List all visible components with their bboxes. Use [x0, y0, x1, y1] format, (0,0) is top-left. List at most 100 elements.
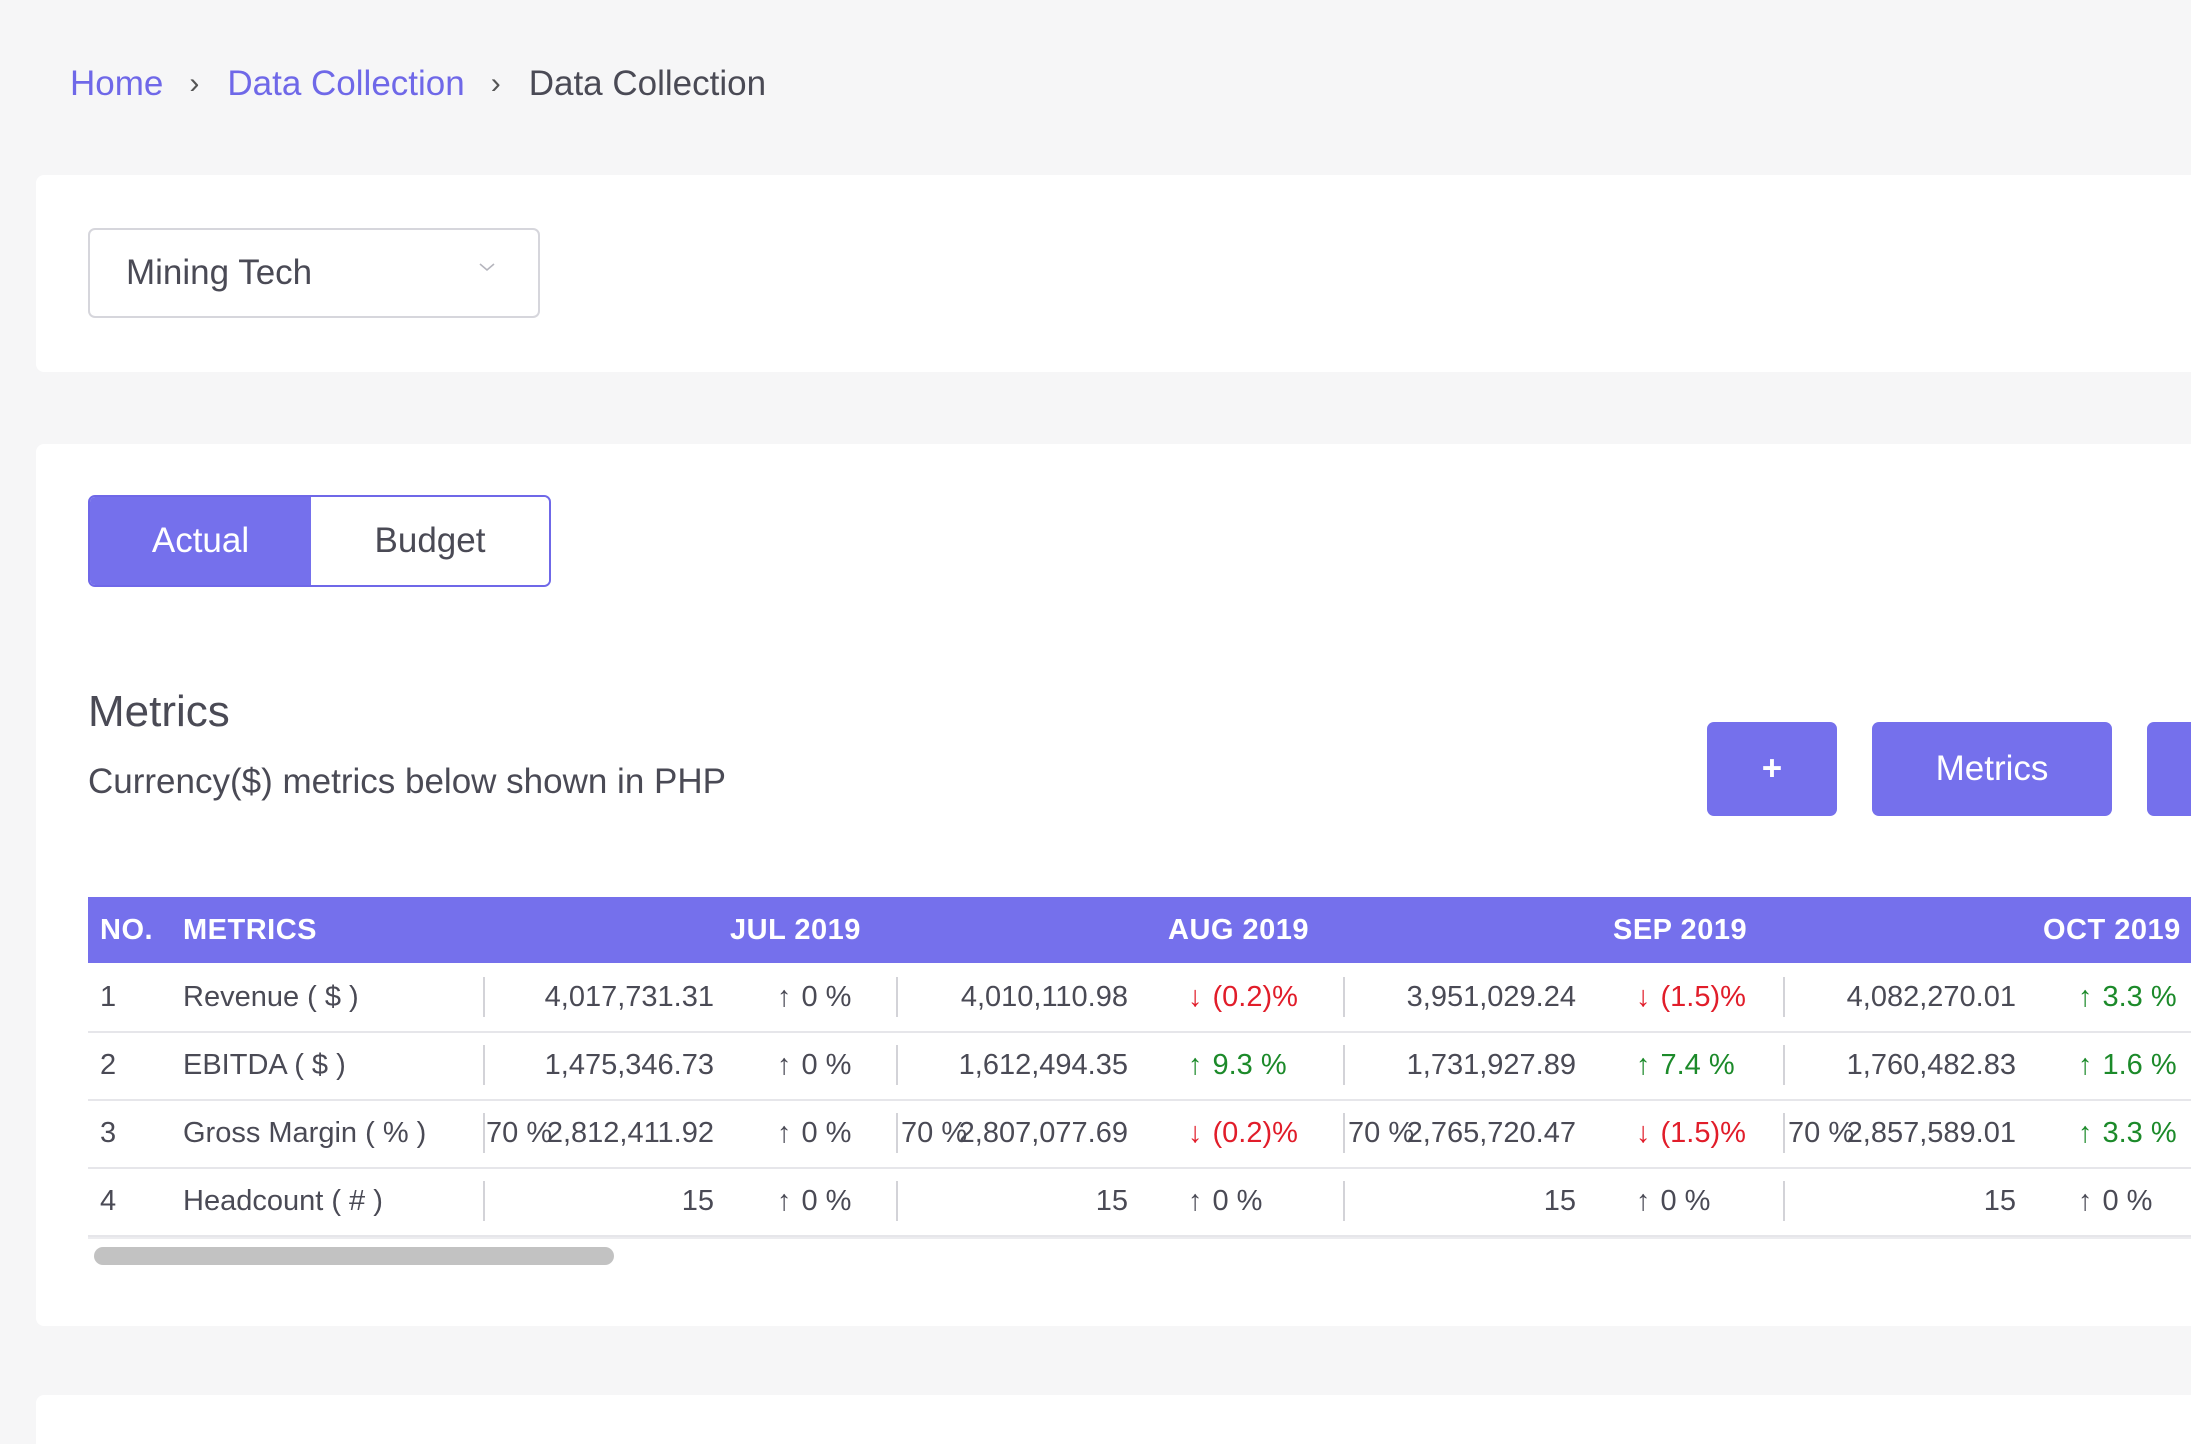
- toggle-budget[interactable]: Budget: [311, 497, 549, 585]
- arrow-down-icon: ↓: [1636, 981, 1651, 1013]
- breadcrumb-data-collection-link[interactable]: Data Collection: [227, 64, 465, 103]
- scrollbar-thumb[interactable]: [94, 1247, 614, 1265]
- cell-change: ↑ 0 %: [2078, 1167, 2152, 1235]
- cell-change-text: 0 %: [801, 981, 852, 1013]
- column-divider: [896, 1113, 898, 1153]
- cell-change: ↑ 0 %: [1636, 1167, 1710, 1235]
- cell-change: ↑ 0 %: [777, 1031, 851, 1099]
- company-select-value: Mining Tech: [126, 253, 313, 292]
- chevron-down-icon: [479, 263, 495, 272]
- row-number: 1: [100, 981, 117, 1013]
- column-divider: [1343, 1045, 1345, 1085]
- cell-change-text: 7.4 %: [1660, 1049, 1735, 1081]
- company-select[interactable]: Mining Tech: [88, 228, 540, 318]
- row-metric-name: EBITDA ( $ ): [183, 1049, 346, 1081]
- horizontal-scrollbar[interactable]: [88, 1237, 2191, 1273]
- actual-budget-toggle: Actual Budget: [88, 495, 551, 587]
- cell-change: ↓ (1.5)%: [1636, 1099, 1746, 1167]
- cell-change-text: 0 %: [801, 1117, 852, 1149]
- cell-change-text: 0 %: [1212, 1185, 1263, 1217]
- column-divider: [1343, 1181, 1345, 1221]
- chevron-right-icon: ›: [490, 67, 501, 100]
- cell-value[interactable]: 3,951,029.24: [1406, 981, 1576, 1013]
- cell-change: ↑ 7.4 %: [1636, 1031, 1735, 1099]
- cell-value[interactable]: 4,010,110.98: [960, 981, 1128, 1013]
- arrow-up-icon: ↑: [777, 1117, 792, 1149]
- table-row: 3 Gross Margin ( % ) 70 % 2,812,411.92 ↑ 0 % 7…: [88, 1099, 2191, 1169]
- cell-value[interactable]: 1,612,494.35: [958, 1049, 1128, 1081]
- cell-change-text: 0 %: [1660, 1185, 1711, 1217]
- header-month: AUG 2019: [1168, 914, 1310, 946]
- bottom-card: [36, 1395, 2191, 1444]
- cell-change-text: (0.2)%: [1212, 981, 1298, 1013]
- row-metric-name: Headcount ( # ): [183, 1185, 383, 1217]
- arrow-up-icon: ↑: [777, 981, 792, 1013]
- metrics-button[interactable]: Metrics: [1872, 722, 2112, 816]
- arrow-up-icon: ↑: [1636, 1185, 1651, 1217]
- column-divider: [1783, 1181, 1785, 1221]
- table-row: 2 EBITDA ( $ ) 1,475,346.73 ↑ 0 % 1,612,494.3…: [88, 1031, 2191, 1101]
- cell-value[interactable]: 15: [681, 1185, 714, 1217]
- cell-percent: 70 %: [1348, 1117, 1415, 1149]
- cell-value[interactable]: 15: [1543, 1185, 1576, 1217]
- cell-change: ↑ 1.6 %: [2078, 1031, 2177, 1099]
- cell-change-text: (1.5)%: [1660, 1117, 1746, 1149]
- header-metrics: METRICS: [183, 914, 317, 946]
- cell-change-text: 3.3 %: [2102, 1117, 2177, 1149]
- cell-value[interactable]: 2,765,720.47: [1406, 1117, 1576, 1149]
- cell-change: ↑ 0 %: [777, 1167, 851, 1235]
- cell-value[interactable]: 2,812,411.92: [546, 1117, 714, 1149]
- cell-value[interactable]: 4,082,270.01: [1846, 981, 2016, 1013]
- cell-change: ↑ 0 %: [777, 1099, 851, 1167]
- column-divider: [483, 1045, 485, 1085]
- arrow-up-icon: ↑: [777, 1049, 792, 1081]
- cell-change-text: 0 %: [801, 1185, 852, 1217]
- arrow-up-icon: ↑: [2078, 981, 2093, 1013]
- column-divider: [1783, 977, 1785, 1017]
- column-divider: [483, 1113, 485, 1153]
- row-metric-name: Gross Margin ( % ): [183, 1117, 427, 1149]
- cell-value[interactable]: 1,475,346.73: [544, 1049, 714, 1081]
- cell-change: ↓ (1.5)%: [1636, 963, 1746, 1031]
- cell-value[interactable]: 1,731,927.89: [1406, 1049, 1576, 1081]
- cell-value[interactable]: 15: [1983, 1185, 2016, 1217]
- arrow-up-icon: ↑: [777, 1185, 792, 1217]
- cell-change: ↑ 3.3 %: [2078, 963, 2177, 1031]
- cell-value[interactable]: 2,857,589.01: [1846, 1117, 2016, 1149]
- arrow-up-icon: ↑: [1636, 1049, 1651, 1081]
- breadcrumb-home-link[interactable]: Home: [70, 64, 164, 103]
- column-divider: [1343, 977, 1345, 1017]
- arrow-up-icon: ↑: [1188, 1049, 1203, 1081]
- cell-percent: 70 %: [1788, 1117, 1855, 1149]
- column-divider: [483, 1181, 485, 1221]
- cell-change: ↓ (0.2)%: [1188, 1099, 1298, 1167]
- more-button[interactable]: [2147, 722, 2191, 816]
- cell-change: ↓ (0.2)%: [1188, 963, 1298, 1031]
- row-number: 3: [100, 1117, 117, 1149]
- table-row: 4 Headcount ( # ) 15 ↑ 0 % 15 ↑ 0 % 15 ↑ 0 % 15 ↑ 0 %: [88, 1167, 2191, 1237]
- column-divider: [896, 977, 898, 1017]
- metrics-table: NO. METRICS JUL 2019 AUG 2019 SEP 2019 O…: [88, 897, 2191, 1273]
- cell-value[interactable]: 15: [1095, 1185, 1128, 1217]
- arrow-up-icon: ↑: [1188, 1185, 1203, 1217]
- arrow-down-icon: ↓: [1188, 1117, 1203, 1149]
- cell-change: ↑ 3.3 %: [2078, 1099, 2177, 1167]
- cell-value[interactable]: 2,807,077.69: [958, 1117, 1128, 1149]
- header-month: OCT 2019: [2043, 914, 2181, 946]
- arrow-up-icon: ↑: [2078, 1049, 2093, 1081]
- cell-change: ↑ 0 %: [777, 963, 851, 1031]
- filter-card: Mining Tech: [36, 175, 2191, 372]
- column-divider: [896, 1181, 898, 1221]
- toggle-actual[interactable]: Actual: [90, 497, 311, 585]
- cell-percent: 70 %: [486, 1117, 553, 1149]
- breadcrumb-current: Data Collection: [528, 64, 767, 103]
- cell-value[interactable]: 1,760,482.83: [1846, 1049, 2016, 1081]
- header-month: JUL 2019: [730, 914, 861, 946]
- cell-change-text: (1.5)%: [1660, 981, 1746, 1013]
- add-metric-button[interactable]: +: [1707, 722, 1837, 816]
- metrics-card: Actual Budget Metrics Currency($) metric…: [36, 444, 2191, 1326]
- cell-change: ↑ 9.3 %: [1188, 1031, 1287, 1099]
- cell-value[interactable]: 4,017,731.31: [544, 981, 714, 1013]
- cell-change: ↑ 0 %: [1188, 1167, 1262, 1235]
- chevron-right-icon: ›: [189, 67, 200, 100]
